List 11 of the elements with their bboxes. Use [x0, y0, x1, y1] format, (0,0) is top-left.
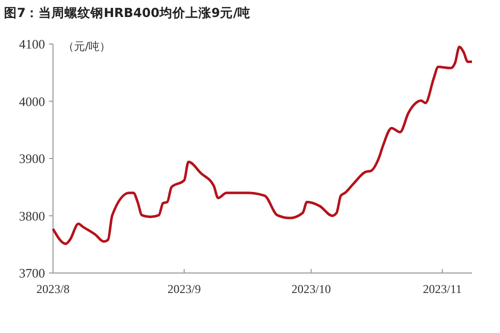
y-tick-label: 4100 — [19, 36, 45, 52]
y-tick-label: 3700 — [19, 266, 45, 281]
x-tick-label: 2023/9 — [168, 282, 201, 296]
x-tick-label: 2023/8 — [36, 282, 70, 296]
chart-title: 图7：当周螺纹钢HRB400均价上涨9元/吨 — [4, 5, 251, 20]
x-tick-label: 2023/10 — [292, 282, 331, 296]
x-tick-label: 2023/11 — [422, 282, 462, 296]
y-tick-label: 3800 — [19, 208, 45, 224]
y-axis-title: （元/吨） — [63, 40, 111, 53]
y-tick-label: 4000 — [19, 94, 45, 109]
y-tick-label: 3900 — [19, 151, 45, 166]
